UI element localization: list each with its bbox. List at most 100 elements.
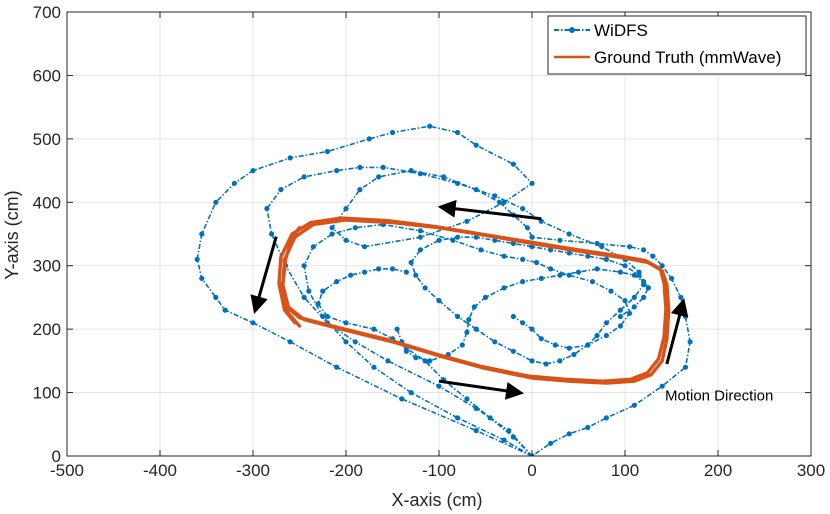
widfs-point xyxy=(357,187,363,193)
x-tick-label: -300 xyxy=(236,461,270,480)
widfs-point xyxy=(399,396,405,402)
widfs-point xyxy=(334,279,340,285)
widfs-point xyxy=(589,279,596,285)
widfs-point xyxy=(231,180,237,186)
widfs-point xyxy=(310,244,316,250)
widfs-point xyxy=(557,272,563,278)
widfs-point xyxy=(320,313,326,320)
widfs-point xyxy=(538,275,544,281)
widfs-point xyxy=(324,148,330,155)
widfs-point xyxy=(608,288,614,294)
widfs-point xyxy=(575,269,582,275)
widfs-point xyxy=(627,244,633,250)
widfs-point xyxy=(524,225,531,231)
widfs-point xyxy=(520,206,526,212)
widfs-point xyxy=(594,332,600,339)
y-tick-label: 100 xyxy=(33,384,61,403)
widfs-point xyxy=(408,390,414,396)
widfs-point xyxy=(222,307,228,313)
widfs-point xyxy=(343,320,349,326)
widfs-point xyxy=(641,247,647,253)
widfs-point xyxy=(631,402,637,408)
x-tick-label: 100 xyxy=(611,461,639,480)
widfs-point xyxy=(213,294,219,300)
legend-box xyxy=(547,15,807,75)
ground-truth-series-line xyxy=(277,216,668,383)
widfs-point xyxy=(603,256,610,262)
widfs-point xyxy=(199,275,205,281)
motion-arrow xyxy=(438,379,524,400)
widfs-point xyxy=(348,272,354,278)
widfs-point xyxy=(301,263,307,269)
widfs-point xyxy=(334,168,340,174)
widfs-point xyxy=(464,396,470,402)
widfs-point xyxy=(603,415,610,421)
widfs-point xyxy=(492,339,498,345)
widfs-point xyxy=(622,263,628,269)
widfs-point xyxy=(334,364,340,370)
widfs-point xyxy=(585,253,591,259)
widfs-point xyxy=(413,272,419,278)
widfs-point xyxy=(199,231,205,237)
widfs-point xyxy=(362,244,368,250)
widfs-point xyxy=(357,164,363,170)
widfs-point xyxy=(427,123,433,129)
widfs-point xyxy=(343,237,349,243)
widfs-point xyxy=(436,383,442,389)
widfs-point xyxy=(473,142,479,148)
widfs-point xyxy=(264,206,270,212)
widfs-point xyxy=(464,218,470,224)
widfs-point xyxy=(301,174,307,180)
widfs-point xyxy=(529,234,535,240)
widfs-point xyxy=(287,155,293,161)
x-tick-label: -200 xyxy=(329,461,363,480)
annotations: Motion Direction xyxy=(250,199,773,405)
widfs-point xyxy=(403,269,409,275)
widfs-point xyxy=(278,187,284,193)
widfs-point xyxy=(566,250,572,256)
y-axis-label: Y-axis (cm) xyxy=(2,190,22,279)
widfs-point xyxy=(455,180,461,186)
widfs-point xyxy=(548,266,554,272)
widfs-point xyxy=(534,259,540,266)
y-tick-label: 300 xyxy=(33,257,61,276)
widfs-point xyxy=(471,304,477,310)
widfs-point xyxy=(408,259,414,266)
widfs-point xyxy=(473,234,479,240)
widfs-point xyxy=(682,364,689,370)
widfs-point xyxy=(329,225,335,231)
widfs-point xyxy=(455,415,461,421)
motion-direction-label: Motion Direction xyxy=(665,388,773,405)
widfs-point xyxy=(603,320,610,326)
x-tick-label: 0 xyxy=(527,461,536,480)
widfs-point xyxy=(450,237,456,243)
widfs-point xyxy=(487,415,493,421)
widfs-point xyxy=(343,206,349,212)
widfs-point xyxy=(501,285,507,291)
widfs-point xyxy=(250,320,256,326)
widfs-point xyxy=(631,294,637,300)
widfs-point xyxy=(538,336,544,342)
widfs-point xyxy=(459,342,465,348)
widfs-point xyxy=(287,339,293,345)
widfs-point xyxy=(687,339,693,345)
widfs-point xyxy=(548,440,554,446)
widfs-point xyxy=(631,272,637,278)
widfs-point xyxy=(496,199,503,205)
widfs-series-line xyxy=(303,223,631,456)
widfs-point xyxy=(269,231,275,237)
x-tick-label: -500 xyxy=(50,461,84,480)
widfs-point xyxy=(320,288,326,294)
widfs-point xyxy=(385,358,391,364)
widfs-point xyxy=(371,364,377,370)
widfs-point xyxy=(473,326,479,332)
legend-ground-truth-label: Ground Truth (mmWave) xyxy=(594,48,781,67)
widfs-point xyxy=(617,323,624,329)
widfs-point xyxy=(366,136,372,142)
widfs-point xyxy=(594,266,600,272)
widfs-point xyxy=(566,345,572,351)
widfs-point xyxy=(668,275,675,281)
widfs-point xyxy=(603,332,610,339)
widfs-point xyxy=(557,237,563,243)
